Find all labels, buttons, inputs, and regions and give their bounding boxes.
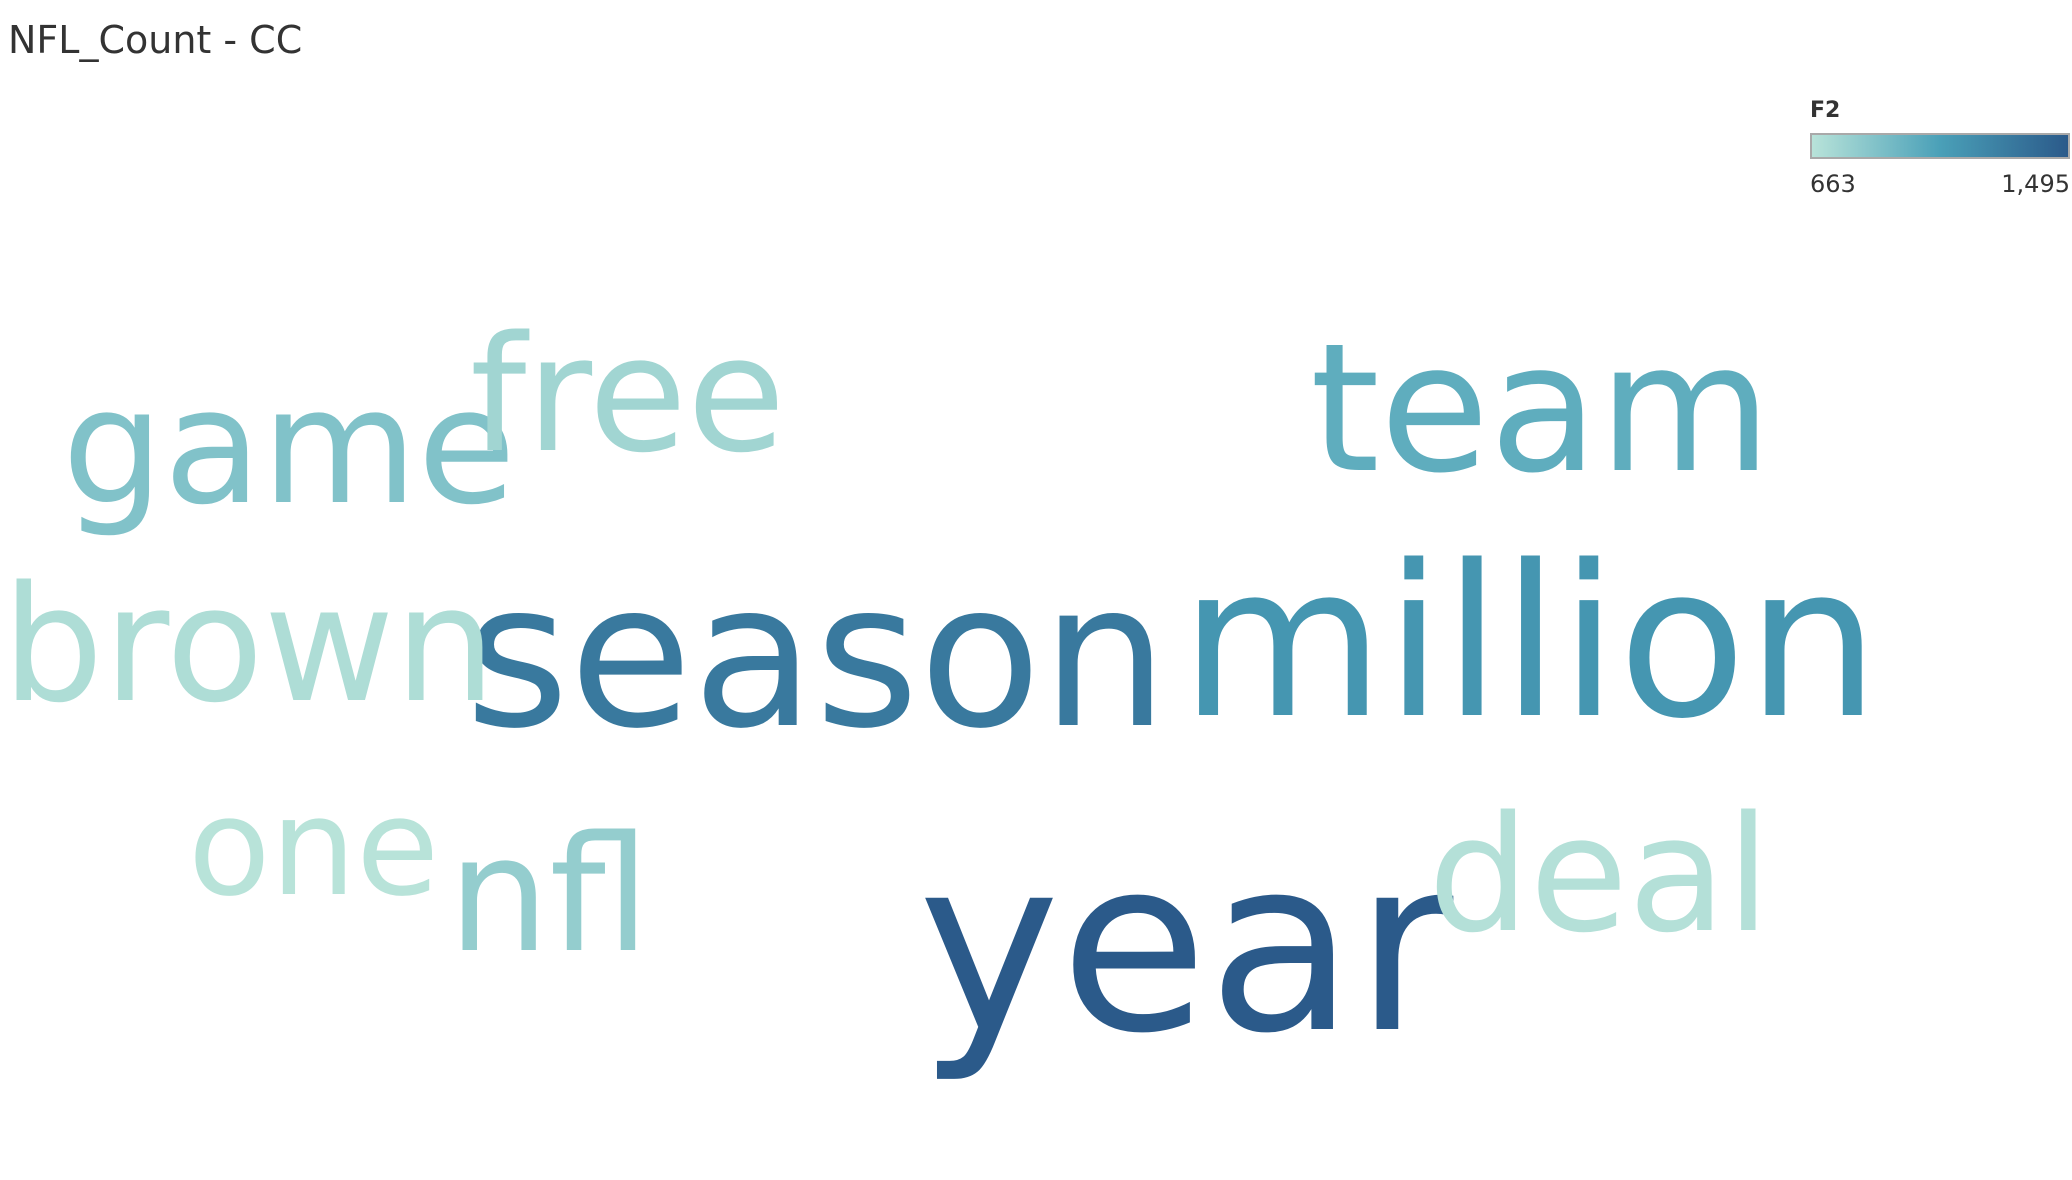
word-game: game bbox=[62, 353, 516, 540]
legend-gradient-bar bbox=[1810, 133, 2070, 159]
word-team: team bbox=[1310, 305, 1772, 512]
chart-title: NFL_Count - CC bbox=[8, 18, 303, 62]
legend-min-label: 663 bbox=[1810, 170, 1856, 198]
word-brown: brown bbox=[2, 551, 496, 738]
word-year: year bbox=[918, 806, 1454, 1086]
word-free: free bbox=[470, 301, 786, 488]
word-nfl: nfl bbox=[448, 801, 651, 988]
word-one: one bbox=[188, 769, 440, 926]
word-deal: deal bbox=[1428, 781, 1771, 968]
legend-title: F2 bbox=[1810, 98, 1841, 123]
word-million: million bbox=[1180, 520, 1880, 765]
word-season: season bbox=[465, 540, 1169, 773]
legend-max-label: 1,495 bbox=[2001, 170, 2070, 198]
color-legend: F2 663 1,495 bbox=[1810, 98, 2072, 208]
